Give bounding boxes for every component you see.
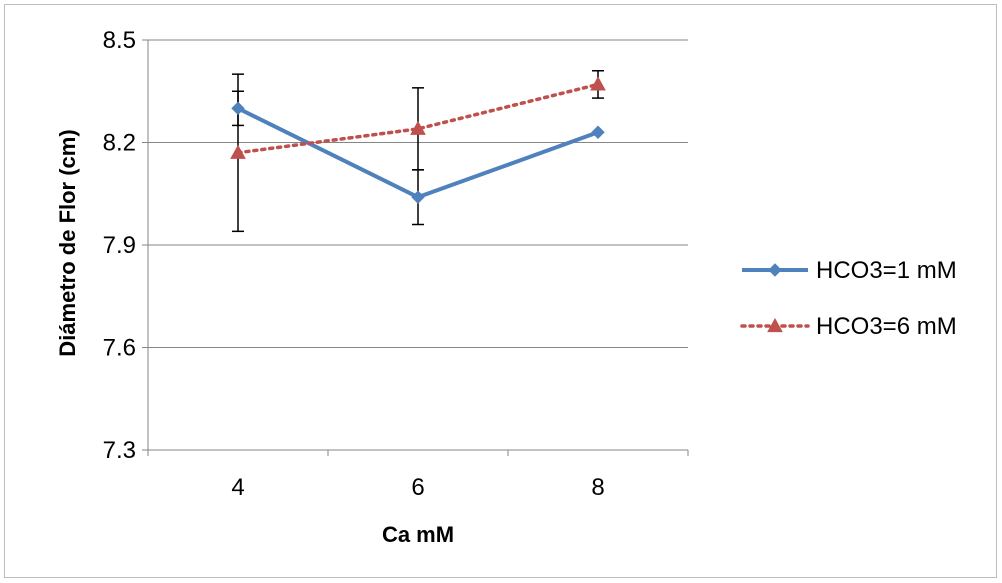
- legend-marker-1: [768, 263, 782, 277]
- y-axis-title: Diámetro de Flor (cm): [55, 129, 80, 356]
- chart-frame: [4, 4, 997, 578]
- y-tick-label: 7.3: [103, 437, 136, 464]
- y-tick-label: 8.2: [103, 130, 136, 157]
- y-tick-label: 8.5: [103, 27, 136, 54]
- data-point-series-1: [231, 101, 245, 116]
- x-tick-labels: 4 6 8: [231, 474, 604, 501]
- data-point-series-1: [411, 190, 425, 204]
- legend-label-1: HCO3=1 mM: [816, 257, 957, 284]
- y-tick-label: 7.9: [103, 232, 136, 259]
- data-point-series-2: [230, 144, 246, 159]
- y-tick-labels: 7.3 7.6 7.9 8.2 8.5: [103, 27, 136, 464]
- x-axis-title: Ca mM: [382, 522, 454, 547]
- data-point-series-2: [590, 76, 606, 91]
- x-tick-label: 6: [411, 474, 424, 501]
- data-point-series-1: [591, 125, 605, 139]
- gridlines: [142, 39, 689, 456]
- legend: HCO3=1 mM HCO3=6 mM: [740, 257, 957, 340]
- error-bars: [232, 70, 604, 233]
- series-line-2: [236, 82, 600, 155]
- y-tick-label: 7.6: [103, 335, 136, 362]
- legend-marker-2: [767, 317, 783, 333]
- x-tick-label: 8: [591, 474, 604, 501]
- legend-label-2: HCO3=6 mM: [816, 313, 957, 340]
- series-markers: [230, 76, 606, 204]
- data-point-series-2: [410, 120, 426, 135]
- x-tick-label: 4: [231, 474, 244, 501]
